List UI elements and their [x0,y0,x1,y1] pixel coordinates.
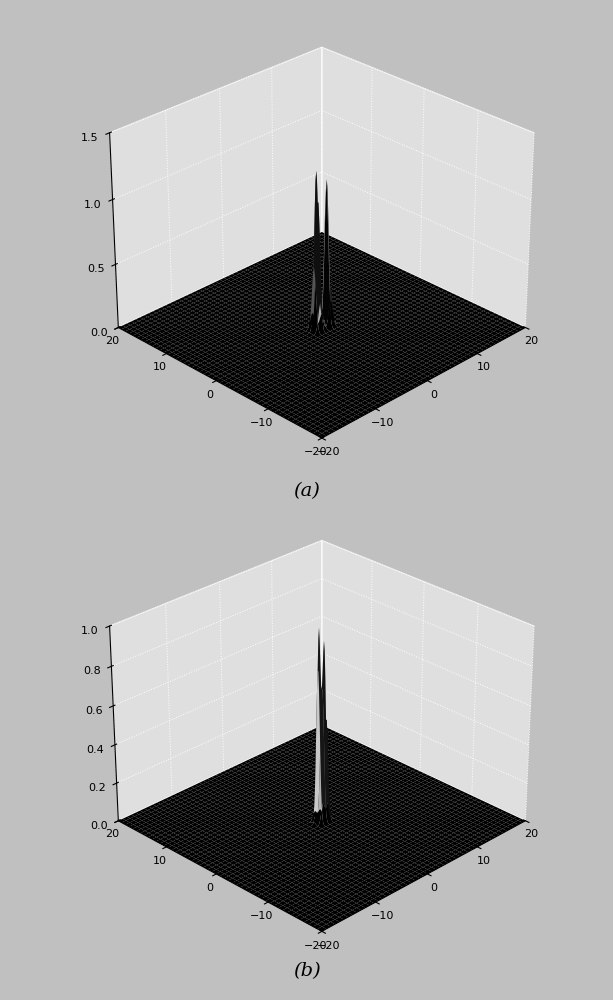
Text: (a): (a) [293,482,320,500]
Text: (b): (b) [292,962,321,980]
